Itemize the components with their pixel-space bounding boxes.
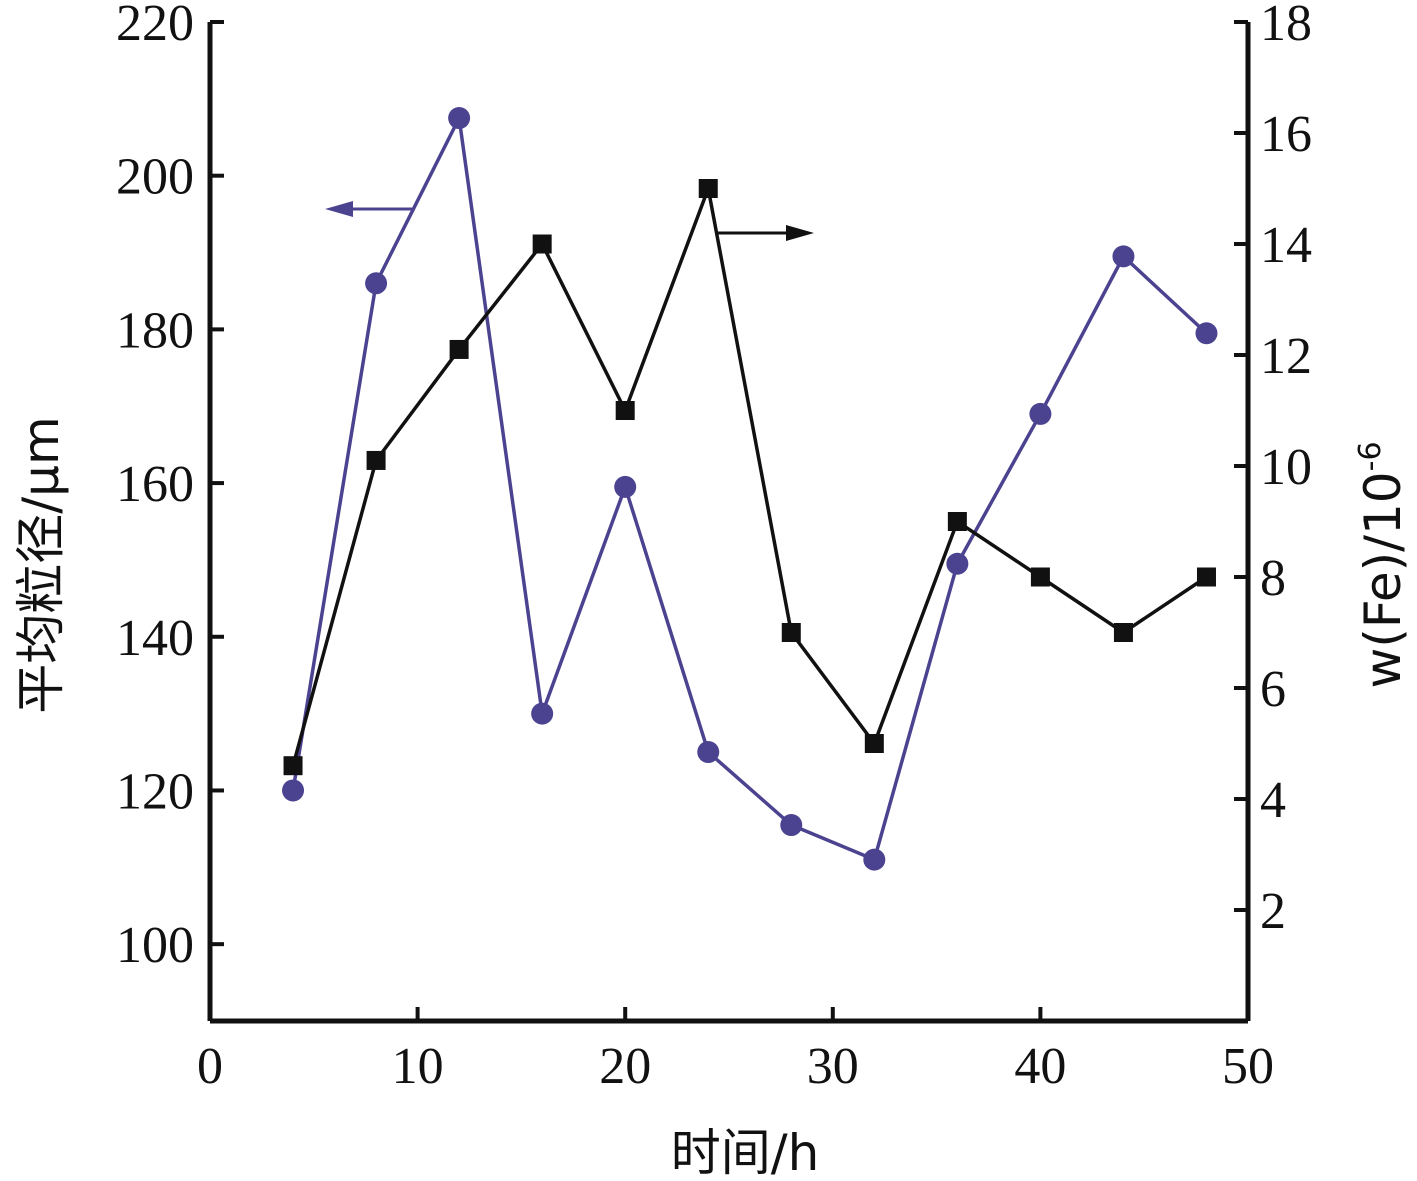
right-y-tick-label: 4: [1260, 772, 1286, 829]
data-point-square: [1113, 623, 1133, 642]
right-y-tick-label: 6: [1260, 661, 1286, 718]
data-point-square: [1030, 567, 1050, 587]
series-line: [291, 112, 1208, 862]
right-y-axis-title: w(Fe)/10-6: [1353, 441, 1412, 688]
data-point-square: [698, 179, 718, 198]
data-point-circle: [1112, 245, 1135, 268]
right-y-axis-title-exponent: -6: [1353, 441, 1388, 471]
data-point-circle: [531, 702, 554, 725]
axis-indicator-arrows: [325, 201, 814, 241]
left-axis-arrowhead: [325, 201, 353, 217]
data-point-square: [615, 401, 635, 420]
data-point-square: [532, 234, 552, 254]
x-axis-ticks: 0 10 20 30 40 50: [197, 1007, 1274, 1095]
data-point-circle: [946, 552, 969, 575]
left-y-tick-label: 140: [116, 610, 194, 667]
left-y-tick-label: 160: [116, 456, 194, 513]
right-y-axis-title-main: w(Fe)/10: [1354, 471, 1412, 688]
x-tick-label: 0: [197, 1038, 223, 1095]
series-layer: [282, 107, 1218, 871]
right-y-tick-label: 2: [1260, 883, 1286, 940]
x-tick-label: 20: [599, 1038, 651, 1095]
data-point-circle: [1195, 322, 1218, 345]
data-point-square: [864, 734, 884, 753]
right-y-tick-label: 16: [1260, 106, 1312, 163]
data-point-circle: [282, 779, 305, 802]
x-tick-label: 10: [392, 1038, 444, 1095]
data-point-square: [947, 512, 967, 531]
right-axis-arrowhead: [786, 225, 814, 241]
x-tick-label: 30: [807, 1038, 859, 1095]
data-point-circle: [448, 107, 471, 130]
data-point-circle: [1029, 402, 1052, 425]
data-point-square: [449, 339, 469, 359]
data-point-square: [781, 623, 801, 642]
data-point-square: [283, 756, 303, 776]
left-y-tick-label: 120: [116, 763, 194, 820]
left-y-tick-label: 220: [116, 0, 194, 52]
right-y-tick-label: 18: [1260, 0, 1312, 52]
series-particle-size: [282, 107, 1218, 871]
right-y-tick-label: 12: [1260, 328, 1312, 385]
left-y-tick-label: 200: [116, 149, 194, 206]
data-point-circle: [614, 475, 637, 498]
left-y-tick-label: 180: [116, 302, 194, 359]
right-y-tick-label: 10: [1260, 439, 1312, 496]
data-point-circle: [863, 848, 886, 871]
right-y-tick-label: 8: [1260, 550, 1286, 607]
right-y-tick-label: 14: [1260, 217, 1312, 274]
plot-frame: [207, 22, 1251, 1024]
left-y-axis-title: 平均粒径/μm: [12, 416, 70, 713]
data-point-circle: [697, 741, 720, 764]
right-y-axis-ticks: 2 4 6 8 10 12 14 16 18: [1234, 0, 1312, 940]
x-tick-label: 50: [1222, 1038, 1274, 1095]
left-y-tick-label: 100: [116, 917, 194, 974]
series-fe-content: [283, 179, 1216, 776]
series-line: [291, 181, 1208, 767]
data-point-circle: [780, 814, 803, 837]
x-tick-label: 40: [1014, 1038, 1066, 1095]
left-y-axis-ticks: 100 120 140 160 180 200 220: [116, 0, 224, 974]
data-point-circle: [365, 272, 388, 295]
data-point-square: [1196, 567, 1216, 587]
data-point-square: [366, 450, 386, 470]
x-axis-title: 时间/h: [671, 1124, 820, 1181]
